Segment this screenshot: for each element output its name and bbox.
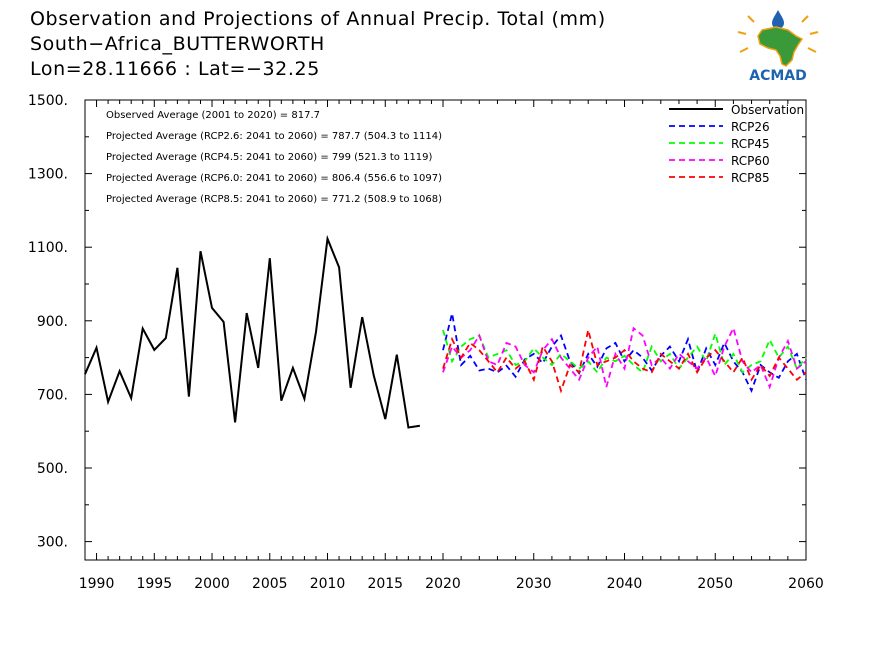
y-tick-label: 300.: [37, 535, 68, 551]
annotation-line: Projected Average (RCP2.6: 2041 to 2060)…: [106, 131, 442, 142]
legend-label-rcp85: RCP85: [731, 171, 770, 185]
y-tick-label: 1300.: [28, 167, 68, 183]
logo-text: ACMAD: [749, 68, 807, 84]
x-tick-label: 2060: [788, 576, 824, 592]
x-tick-label: 2015: [367, 576, 403, 592]
series-line-rcp26: [442, 313, 807, 394]
station-name: South−Africa_BUTTERWORTH: [30, 33, 325, 55]
x-tick-label: 2040: [607, 576, 643, 592]
x-tick-label: 2050: [697, 576, 733, 592]
x-tick-label: 2030: [516, 576, 552, 592]
series-line-observation: [84, 234, 421, 429]
x-tick-label: 2005: [252, 576, 288, 592]
legend-label-rcp60: RCP60: [731, 154, 770, 168]
y-tick-label: 1100.: [28, 240, 68, 256]
annotation-line: Projected Average (RCP4.5: 2041 to 2060)…: [106, 152, 433, 163]
legend-label-rcp45: RCP45: [731, 137, 770, 151]
legend-label-rcp26: RCP26: [731, 120, 770, 134]
annotation-line: Projected Average (RCP6.0: 2041 to 2060)…: [106, 173, 442, 184]
chart-title: Observation and Projections of Annual Pr…: [30, 8, 606, 30]
x-tick-label: 2020: [425, 576, 461, 592]
annotation-line: Observed Average (2001 to 2020) = 817.7: [106, 110, 320, 121]
series-line-rcp85: [442, 329, 807, 394]
legend-label-observation: Observation: [731, 103, 804, 117]
acmad-logo: ACMAD: [737, 10, 819, 84]
drop-icon: [772, 10, 784, 29]
x-tick-label: 1990: [79, 576, 115, 592]
x-tick-label: 2010: [310, 576, 346, 592]
plot-frame: [84, 99, 807, 561]
series-line-rcp60: [442, 325, 807, 390]
y-tick-label: 1500.: [28, 93, 68, 109]
x-tick-label: 1995: [136, 576, 172, 592]
coordinates: Lon=28.11666 : Lat=−32.25: [30, 58, 320, 80]
annotation-line: Projected Average (RCP8.5: 2041 to 2060)…: [106, 194, 442, 205]
sun-rays-icon: [737, 15, 819, 53]
y-tick-label: 900.: [37, 314, 68, 330]
x-tick-label: 2000: [194, 576, 230, 592]
africa-map-icon: [757, 26, 804, 67]
y-tick-label: 700.: [37, 387, 68, 403]
y-tick-label: 500.: [37, 461, 68, 477]
